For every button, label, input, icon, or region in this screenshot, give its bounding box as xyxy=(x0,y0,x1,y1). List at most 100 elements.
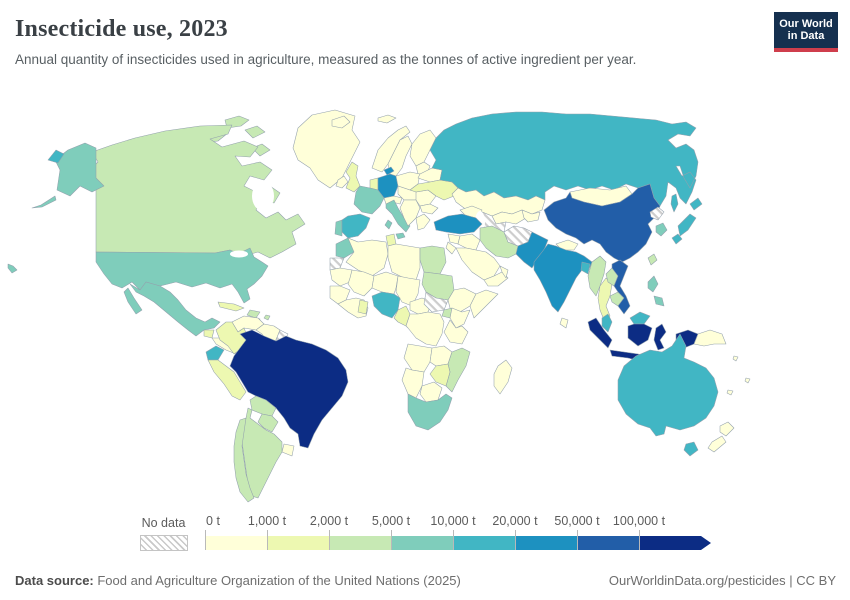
region-bangladesh[interactable]: Bangladesh — 10,000 – 20,000 t xyxy=(580,261,591,275)
region-namibia[interactable]: Namibia — 0 – 1,000 t xyxy=(401,367,425,399)
region-france[interactable]: France — 5,000 – 10,000 t xyxy=(353,185,385,215)
legend-bin-5[interactable] xyxy=(515,536,577,550)
owid-logo-line2: in Data xyxy=(787,30,825,42)
region-guatemala[interactable]: Guatemala — 1,000 – 2,000 t xyxy=(203,329,215,339)
region-malaysia[interactable]: Malaysia — 10,000 – 20,000 t xyxy=(601,311,651,333)
legend-tick-2 xyxy=(329,530,330,550)
region-greece[interactable]: Greece — 0 – 1,000 t xyxy=(415,213,431,231)
region-denmark[interactable]: Denmark — 20,000 – 50,000 t xyxy=(383,166,395,176)
legend-bin-3[interactable] xyxy=(391,536,453,550)
region-japan[interactable]: Japan — 10,000 – 20,000 t xyxy=(671,197,703,245)
legend-tick-label-1: 1,000 t xyxy=(247,514,287,528)
legend-tick-3 xyxy=(391,530,392,550)
region-drc[interactable]: Democratic Republic of Congo — 0 – 1,000… xyxy=(405,311,445,347)
region-alaska[interactable]: United States (Alaska) — 5,000 – 10,000 … xyxy=(31,142,105,209)
region-kenya[interactable]: Kenya — 0 – 1,000 t xyxy=(449,307,471,329)
region-yemen[interactable]: Yemen — 0 – 1,000 t xyxy=(483,271,509,287)
region-niger[interactable]: Niger — 0 – 1,000 t xyxy=(371,271,399,295)
region-india[interactable]: India — 20,000 – 50,000 t xyxy=(533,243,593,313)
region-peru[interactable]: Peru — 1,000 – 2,000 t xyxy=(207,359,247,401)
legend-bin-7[interactable] xyxy=(639,536,701,550)
legend-tick-label-6: 50,000 t xyxy=(554,514,600,528)
region-mali[interactable]: Mali — 0 – 1,000 t xyxy=(347,269,375,297)
legend-tick-label-5: 20,000 t xyxy=(492,514,538,528)
region-iberia[interactable]: Spain — 10,000 – 20,000 t xyxy=(341,213,371,239)
region-brazil[interactable]: Brazil — 100,000 t and over xyxy=(229,329,349,449)
region-madagascar[interactable]: Madagascar — 0 – 1,000 t xyxy=(493,359,513,395)
data-source: Data source: Food and Agriculture Organi… xyxy=(15,573,461,588)
region-libya[interactable]: Libya — 0 – 1,000 t xyxy=(387,243,421,281)
region-italy[interactable]: Italy — 5,000 – 10,000 t xyxy=(384,199,411,240)
legend-no-data-swatch[interactable] xyxy=(140,535,188,551)
owid-logo[interactable]: Our World in Data xyxy=(774,12,838,52)
region-pacific-islands[interactable]: Pacific islands — 0 – 1,000 t xyxy=(726,355,751,396)
license-label: CC BY xyxy=(796,573,836,588)
region-hawaii[interactable]: United States (Hawaii) — 5,000 – 10,000 … xyxy=(7,263,18,274)
region-chad[interactable]: Chad — 0 – 1,000 t xyxy=(395,275,421,307)
region-ukraine[interactable]: Ukraine — 1,000 – 2,000 t xyxy=(409,179,461,201)
region-portugal[interactable]: Portugal — 5,000 – 10,000 t xyxy=(334,219,343,237)
region-baja[interactable]: Mexico (Baja California) — 5,000 – 10,00… xyxy=(123,287,143,315)
region-usa[interactable]: United States — 5,000 – 10,000 t xyxy=(95,247,269,304)
region-somalia[interactable]: Somalia — 0 – 1,000 t xyxy=(469,289,499,319)
region-taiwan[interactable]: Taiwan — 2,000 – 5,000 t xyxy=(647,253,658,266)
legend-bin-4[interactable] xyxy=(453,536,515,550)
region-australia[interactable]: Australia — 10,000 – 20,000 t xyxy=(617,333,719,437)
region-jordan[interactable]: Jordan & Israel — 0 – 1,000 t xyxy=(445,241,457,255)
region-sakhalin[interactable]: Russia (Sakhalin) — 10,000 – 20,000 t xyxy=(670,193,679,213)
region-angola[interactable]: Angola — 0 – 1,000 t xyxy=(403,343,433,373)
region-new-zealand[interactable]: New Zealand — 0 – 1,000 t xyxy=(707,421,735,453)
region-vietnam[interactable]: Vietnam — 50,000 – 100,000 t xyxy=(611,259,631,315)
legend-bin-2[interactable] xyxy=(329,536,391,550)
region-ireland[interactable]: Ireland — 0 – 1,000 t xyxy=(335,175,349,189)
region-russia-chukotka[interactable]: Russia (Chukotka) — 10,000 – 20,000 t xyxy=(47,149,65,164)
region-canada[interactable]: Canada — 2,000 – 5,000 t xyxy=(87,124,306,259)
legend-bin-1[interactable] xyxy=(267,536,329,550)
region-algeria[interactable]: Algeria — 0 – 1,000 t xyxy=(345,237,389,277)
region-paraguay[interactable]: Paraguay — 2,000 – 5,000 t xyxy=(257,413,279,433)
owid-logo-line1: Our World xyxy=(779,18,833,30)
region-china[interactable]: China — 50,000 – 100,000 t xyxy=(543,183,661,263)
region-chile[interactable]: Chile — 2,000 – 5,000 t xyxy=(233,417,255,503)
region-tanzania[interactable]: Tanzania — 0 – 1,000 t xyxy=(443,319,469,345)
legend-tick-label-2: 2,000 t xyxy=(309,514,349,528)
region-ghana[interactable]: Ghana — 1,000 – 2,000 t xyxy=(357,299,369,315)
region-cuba[interactable]: Cuba — 1,000 – 2,000 t xyxy=(217,301,245,312)
region-tasmania[interactable]: Australia (Tasmania) — 10,000 – 20,000 t xyxy=(683,441,699,457)
region-greenland[interactable]: Greenland — 0 – 1,000 t xyxy=(292,109,361,189)
legend-tick-label-3: 5,000 t xyxy=(371,514,411,528)
region-norway[interactable]: Norway — 0 – 1,000 t xyxy=(371,125,411,173)
legend-bin-0[interactable] xyxy=(205,536,267,550)
region-kyrgyzstan[interactable]: Kyrgyzstan & Tajikistan — 0 – 1,000 t xyxy=(521,209,541,223)
region-ecuador[interactable]: Ecuador — 10,000 – 20,000 t xyxy=(205,345,225,361)
region-south-africa[interactable]: South Africa — 5,000 – 10,000 t xyxy=(407,393,453,431)
region-iraq[interactable]: Iraq — 0 – 1,000 t xyxy=(457,233,481,251)
region-oman[interactable]: Oman — 0 – 1,000 t xyxy=(499,265,509,279)
legend-no-data-label: No data xyxy=(141,516,186,530)
region-iceland[interactable]: Iceland — 0 – 1,000 t xyxy=(331,115,351,129)
map-legend: No data 0 t 1,000 t 2,000 t 5,000 t 10,000 t… xyxy=(0,512,850,556)
legend-tick-7 xyxy=(639,530,640,550)
region-botswana[interactable]: Botswana — 0 – 1,000 t xyxy=(419,381,443,403)
legend-bin-6[interactable] xyxy=(577,536,639,550)
hudson-bay xyxy=(252,181,274,211)
license-sep: | xyxy=(785,573,797,588)
region-uk[interactable]: United Kingdom — 1,000 – 2,000 t xyxy=(345,161,361,193)
region-mexico[interactable]: Mexico — 5,000 – 10,000 t xyxy=(129,281,221,337)
region-sri-lanka[interactable]: Sri Lanka — 0 – 1,000 t xyxy=(559,317,569,329)
region-ethiopia[interactable]: Ethiopia — 0 – 1,000 t xyxy=(447,287,477,313)
region-png[interactable]: Papua New Guinea — 0 – 1,000 t xyxy=(693,329,727,347)
region-turkey[interactable]: Turkey — 20,000 – 50,000 t xyxy=(433,213,483,235)
region-zimbabwe[interactable]: Zimbabwe — 1,000 – 2,000 t xyxy=(429,363,451,387)
region-uruguay[interactable]: Uruguay — 0 – 1,000 t xyxy=(281,443,295,457)
region-south-korea[interactable]: South Korea — 5,000 – 10,000 t xyxy=(655,222,668,237)
region-bulgaria[interactable]: Bulgaria — 0 – 1,000 t xyxy=(419,203,439,215)
region-philippines[interactable]: Philippines — 5,000 – 10,000 t xyxy=(647,275,665,307)
owid-link[interactable]: OurWorldinData.org/pesticides xyxy=(608,573,786,588)
region-north-korea[interactable]: North Korea — No data xyxy=(649,206,665,221)
region-egypt[interactable]: Egypt — 2,000 – 5,000 t xyxy=(419,245,447,275)
region-svalbard[interactable]: Svalbard — 0 – 1,000 t xyxy=(377,114,397,124)
chart-subtitle: Annual quantity of insecticides used in … xyxy=(15,52,637,67)
license-line: OurWorldinData.org/pesticides | CC BY xyxy=(609,573,836,588)
